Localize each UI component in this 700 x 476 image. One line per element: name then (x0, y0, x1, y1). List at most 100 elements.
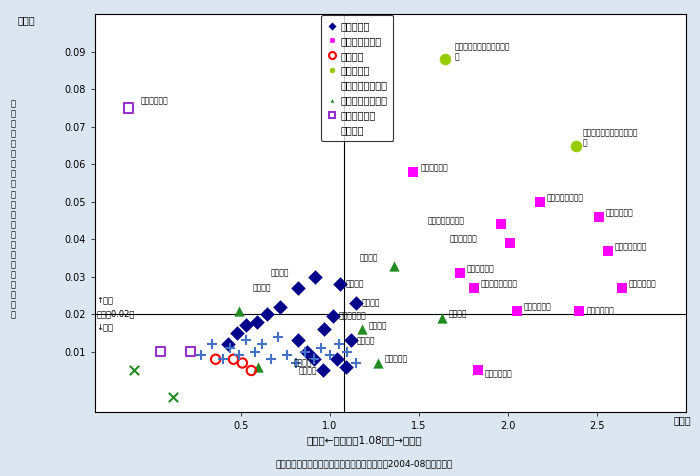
Point (262, 310, 273, 318)
Point (335, 280, 346, 288)
Point (122, 104, 134, 112)
Text: 東京工業大学: 東京工業大学 (467, 265, 495, 274)
Point (570, 142, 581, 149)
Point (185, 348, 196, 356)
Point (281, 352, 293, 359)
Point (372, 359, 384, 367)
Point (454, 269, 466, 277)
Point (223, 340, 234, 348)
Point (317, 367, 328, 374)
Point (272, 333, 284, 340)
Point (324, 352, 335, 359)
Point (249, 348, 260, 356)
Text: 奈良先端科学技術大学院大
学: 奈良先端科学技術大学院大 学 (454, 42, 510, 61)
Point (299, 348, 310, 356)
Text: （社）: （社） (18, 15, 36, 25)
Text: 小樽商科大学: 小樽商科大学 (141, 96, 169, 105)
Point (328, 312, 339, 320)
Point (468, 284, 480, 292)
Point (310, 273, 321, 280)
Text: 横浜国立大学: 横浜国立大学 (339, 312, 366, 321)
Point (318, 326, 330, 333)
Text: 電気通信大学: 電気通信大学 (629, 280, 657, 289)
Point (128, 367, 139, 374)
Text: 群馬大学: 群馬大学 (299, 366, 317, 375)
Text: 福井大学: 福井大学 (346, 280, 364, 289)
Point (356, 326, 368, 333)
Text: 東京大学: 東京大学 (270, 268, 288, 278)
Point (167, 393, 178, 400)
Text: 北見工業大学: 北見工業大学 (524, 302, 552, 311)
Point (333, 340, 344, 348)
Point (292, 284, 303, 292)
Text: 茨城大学: 茨城大学 (356, 336, 375, 345)
Point (292, 337, 303, 344)
Text: 教
員
一
人
当
た
り
大
学
発
Ｖ
Ｂ
数
（
０
８
年
度
末
時
点
）: 教 員 一 人 当 た り 大 学 発 Ｖ Ｂ 数 （ ０ ８ 年 度 末 時 … (10, 99, 15, 319)
Text: 名古屋工業大学: 名古屋工業大学 (615, 242, 647, 251)
Point (240, 322, 251, 329)
Point (436, 314, 447, 322)
Point (274, 303, 286, 310)
Text: 京都工芸繊維大学: 京都工芸繊維大学 (428, 216, 465, 225)
Point (389, 262, 400, 269)
Point (342, 348, 353, 356)
Text: 山口大学: 山口大学 (293, 358, 312, 367)
Point (210, 356, 221, 363)
Text: 以下　←　平均（1.08）　→　以上: 以下 ← 平均（1.08） → 以上 (306, 435, 422, 446)
Point (308, 356, 319, 363)
Point (573, 307, 584, 314)
Point (256, 340, 267, 348)
Point (408, 168, 419, 176)
Point (232, 329, 243, 337)
Text: 北陸先端科学技術大学院大
学: 北陸先端科学技術大学院大 学 (582, 129, 638, 148)
Point (495, 220, 506, 228)
Point (196, 352, 207, 359)
Point (290, 359, 302, 367)
Point (511, 307, 522, 314)
Text: 長岡科学技術大学: 長岡科学技術大学 (481, 280, 518, 289)
Point (233, 307, 244, 314)
Point (472, 367, 483, 374)
Text: 岩手大学: 岩手大学 (359, 254, 378, 262)
Text: 九州工業大学: 九州工業大学 (421, 164, 448, 172)
Point (315, 344, 326, 352)
Text: 東京海洋大学: 東京海洋大学 (484, 370, 512, 379)
Point (251, 318, 262, 326)
Text: 岐阜大学: 岐阜大学 (362, 298, 380, 307)
Point (246, 367, 257, 374)
Point (253, 363, 264, 370)
Point (228, 356, 239, 363)
Text: ↓以下: ↓以下 (97, 324, 113, 333)
Text: 東京農工大学: 東京農工大学 (606, 208, 634, 218)
Point (504, 239, 515, 247)
Legend: 大規模大学, 理工系中心大学, 医科大学, 大学院大学, 中規模病院有大学, 中規模病院無大学, 文系中心大学, 教育大学: 大規模大学, 理工系中心大学, 医科大学, 大学院大学, 中規模病院有大学, 中… (321, 15, 393, 141)
Point (240, 337, 251, 344)
Point (616, 284, 627, 292)
Point (331, 356, 342, 363)
Text: 宇都宮大学: 宇都宮大学 (385, 355, 408, 364)
Point (217, 356, 228, 363)
Point (346, 337, 357, 344)
Point (351, 299, 362, 307)
Text: 帯広畜産大学: 帯広畜産大学 (450, 235, 477, 244)
Point (440, 56, 451, 63)
Point (265, 356, 276, 363)
Point (224, 344, 235, 352)
Text: 三重大学: 三重大学 (369, 321, 387, 330)
Point (206, 340, 218, 348)
Text: 室蘭工業大学: 室蘭工業大学 (586, 306, 614, 315)
Text: 大阪大学: 大阪大学 (253, 284, 271, 293)
Point (301, 348, 312, 356)
Point (155, 348, 166, 356)
Text: 豊橋技術科学大学: 豊橋技術科学大学 (547, 194, 584, 202)
Point (602, 247, 613, 254)
Point (534, 198, 545, 206)
Point (237, 359, 248, 367)
Point (340, 363, 351, 370)
Text: 教員一人当たり企業との共同・受託研究件数（2004-08年度累計）: 教員一人当たり企業との共同・受託研究件数（2004-08年度累計） (275, 460, 453, 468)
Point (593, 213, 604, 220)
Text: （件）: （件） (674, 415, 692, 425)
Point (308, 356, 319, 363)
Point (233, 352, 244, 359)
Text: 静岡大学: 静岡大学 (449, 310, 468, 319)
